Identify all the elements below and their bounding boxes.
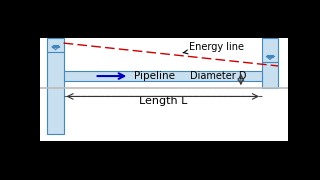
Bar <box>64 71 262 81</box>
Text: Length L: Length L <box>139 96 187 106</box>
Bar <box>40 38 288 141</box>
Text: Pipeline: Pipeline <box>133 71 175 81</box>
Bar <box>262 38 278 88</box>
Text: Energy line: Energy line <box>183 42 244 54</box>
Bar <box>47 38 64 134</box>
Text: Diameter D: Diameter D <box>190 71 247 81</box>
